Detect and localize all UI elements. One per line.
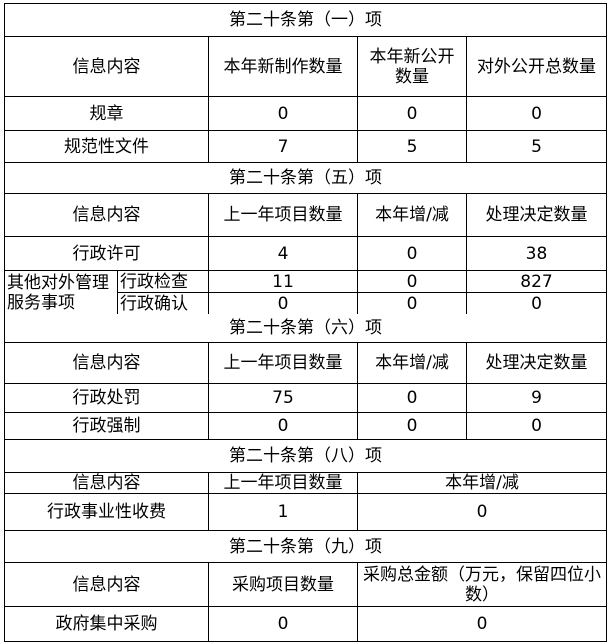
header-cell-col2: 本年增/减 — [357, 472, 607, 494]
table-row-cell-col2: 0 — [357, 270, 467, 293]
table-row-cell-col1: 4 — [208, 236, 358, 271]
table-row-cell-col3: 827 — [466, 270, 607, 293]
table-row-cell-col1: 11 — [208, 270, 358, 293]
header-cell-col2: 采购总金额（万元，保留四位小数） — [357, 562, 607, 607]
header-cell-col2: 本年增/减 — [357, 342, 467, 384]
header-cell-label: 信息内容 — [4, 342, 209, 384]
table-row-cell-col3: 0 — [466, 412, 607, 440]
table-row-cell-col2: 0 — [357, 96, 467, 131]
header-cell-col1: 上一年项目数量 — [208, 193, 358, 237]
header-cell-label: 信息内容 — [4, 562, 209, 607]
section-title: 第二十条第（八）项 — [4, 439, 607, 473]
table-row-cell-col2: 0 — [357, 236, 467, 271]
table-row-cell-label: 规章 — [4, 96, 209, 131]
table-row-cell-col1: 7 — [208, 130, 358, 163]
table-row-cell-label: 行政事业性收费 — [4, 493, 209, 531]
header-cell-col3: 对外公开总数量 — [466, 36, 607, 97]
header-cell-col2: 本年增/减 — [357, 193, 467, 237]
table-row-cell-col2: 0 — [357, 292, 467, 315]
table-row-cell-label: 行政强制 — [4, 412, 209, 440]
table-row-cell-label: 行政许可 — [4, 236, 209, 271]
table-row-cell-col3: 9 — [466, 383, 607, 413]
table-row-cell-col2: 0 — [357, 412, 467, 440]
table-row-cell-col2: 5 — [357, 130, 467, 163]
table-row-cell-label: 政府集中采购 — [4, 606, 209, 642]
table-row-cell-col1: 75 — [208, 383, 358, 413]
table-row-cell-col1: 1 — [208, 493, 358, 531]
table-row-cell-label: 行政处罚 — [4, 383, 209, 413]
table-row-cell-label: 行政确认 — [117, 292, 209, 315]
header-cell-label: 信息内容 — [4, 472, 209, 494]
table-row-cell-label: 规范性文件 — [4, 130, 209, 163]
table-row-cell-col1: 0 — [208, 412, 358, 440]
table-row-cell-col2: 0 — [357, 383, 467, 413]
table-row-cell-col1: 0 — [208, 96, 358, 131]
header-cell-col3: 处理决定数量 — [466, 193, 607, 237]
table-row-cell-label: 行政检查 — [117, 270, 209, 293]
table-row-cell-col3: 38 — [466, 236, 607, 271]
section-title: 第二十条第（五）项 — [4, 162, 607, 194]
table-row-cell-col1: 0 — [208, 292, 358, 315]
section-title: 第二十条第（六）项 — [4, 314, 607, 343]
header-cell-col3: 处理决定数量 — [466, 342, 607, 384]
header-cell-col1: 上一年项目数量 — [208, 342, 358, 384]
table-row-cell-col1: 0 — [208, 606, 358, 642]
table-row-cell-col2: 0 — [357, 493, 607, 531]
section-title: 第二十条第（一）项 — [4, 3, 607, 37]
header-cell-col2: 本年新公开数量 — [357, 36, 467, 97]
table-row-cell-col3: 0 — [466, 292, 607, 315]
header-cell-label: 信息内容 — [4, 36, 209, 97]
table-row-cell-col2: 0 — [357, 606, 607, 642]
header-cell-col1: 采购项目数量 — [208, 562, 358, 607]
table-row-cell-col3: 0 — [466, 96, 607, 131]
table-row-cell-col3: 5 — [466, 130, 607, 163]
header-cell-col1: 本年新制作数量 — [208, 36, 358, 97]
header-cell-label: 信息内容 — [4, 193, 209, 237]
group-label: 其他对外管理服务事项 — [4, 270, 118, 315]
header-cell-col1: 上一年项目数量 — [208, 472, 358, 494]
section-title: 第二十条第（九）项 — [4, 530, 607, 563]
